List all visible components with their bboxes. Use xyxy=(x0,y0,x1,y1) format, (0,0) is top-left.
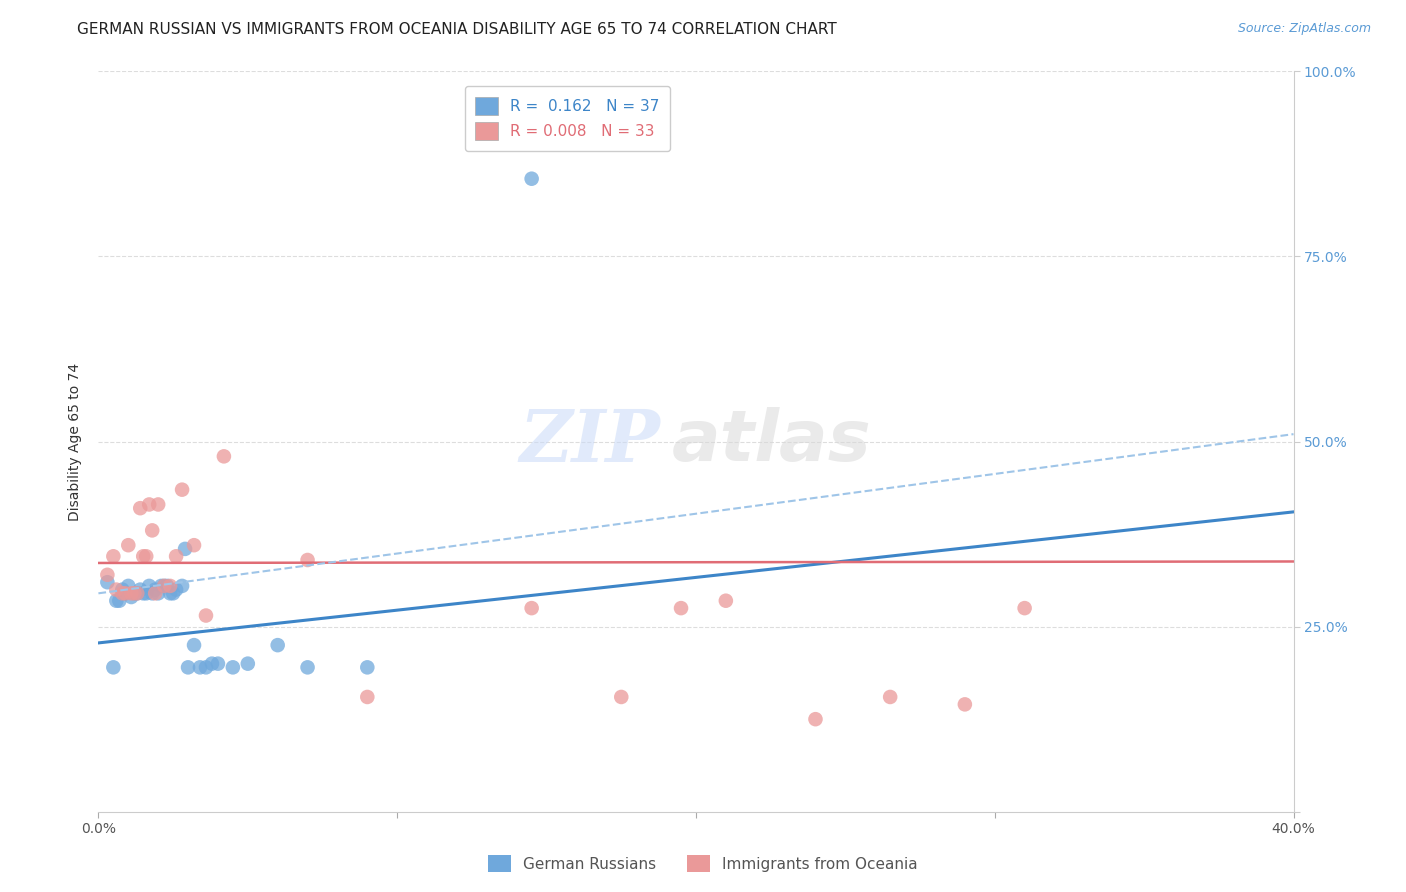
Text: atlas: atlas xyxy=(672,407,872,476)
Point xyxy=(165,582,187,597)
Point xyxy=(148,498,170,512)
Point xyxy=(105,582,128,597)
Point xyxy=(212,450,235,464)
Point xyxy=(108,593,131,607)
Point xyxy=(714,593,737,607)
Point xyxy=(879,690,901,704)
Point xyxy=(207,657,229,671)
Point xyxy=(520,601,543,615)
Point xyxy=(153,579,176,593)
Point xyxy=(114,586,136,600)
Point xyxy=(111,586,134,600)
Text: Source: ZipAtlas.com: Source: ZipAtlas.com xyxy=(1237,22,1371,36)
Point xyxy=(120,586,142,600)
Point xyxy=(195,608,218,623)
Point xyxy=(124,586,146,600)
Point xyxy=(135,549,157,564)
Point xyxy=(188,660,211,674)
Point xyxy=(1014,601,1036,615)
Point xyxy=(103,660,125,674)
Point xyxy=(297,660,319,674)
Point xyxy=(96,575,118,590)
Point xyxy=(201,657,224,671)
Point xyxy=(138,579,160,593)
Point xyxy=(117,538,139,552)
Point xyxy=(105,593,128,607)
Point xyxy=(520,171,543,186)
Point xyxy=(150,579,173,593)
Point xyxy=(135,586,157,600)
Point xyxy=(356,690,378,704)
Point xyxy=(143,582,166,597)
Point xyxy=(153,579,176,593)
Point xyxy=(132,549,155,564)
Point xyxy=(669,601,692,615)
Point xyxy=(953,698,976,712)
Point xyxy=(141,586,163,600)
Point xyxy=(183,638,205,652)
Point xyxy=(610,690,633,704)
Point xyxy=(297,553,319,567)
Point xyxy=(103,549,125,564)
Point xyxy=(183,538,205,552)
Point xyxy=(177,660,200,674)
Point xyxy=(127,586,149,600)
Point xyxy=(159,579,181,593)
Point xyxy=(127,586,149,600)
Point xyxy=(138,498,160,512)
Point xyxy=(148,586,170,600)
Point xyxy=(111,582,134,597)
Point xyxy=(159,586,181,600)
Point xyxy=(129,501,152,516)
Text: GERMAN RUSSIAN VS IMMIGRANTS FROM OCEANIA DISABILITY AGE 65 TO 74 CORRELATION CH: GERMAN RUSSIAN VS IMMIGRANTS FROM OCEANI… xyxy=(77,22,837,37)
Point xyxy=(172,579,194,593)
Point xyxy=(356,660,378,674)
Point xyxy=(195,660,218,674)
Point xyxy=(172,483,194,497)
Point xyxy=(267,638,290,652)
Point xyxy=(143,586,166,600)
Point xyxy=(141,524,163,538)
Point xyxy=(162,586,184,600)
Point xyxy=(236,657,259,671)
Point xyxy=(124,586,146,600)
Point xyxy=(156,579,179,593)
Point xyxy=(222,660,245,674)
Y-axis label: Disability Age 65 to 74: Disability Age 65 to 74 xyxy=(69,362,83,521)
Point xyxy=(165,549,187,564)
Text: ZIP: ZIP xyxy=(519,406,661,477)
Point xyxy=(114,586,136,600)
Point xyxy=(174,541,197,556)
Point xyxy=(117,579,139,593)
Point xyxy=(120,590,142,604)
Legend: R =  0.162   N = 37, R = 0.008   N = 33: R = 0.162 N = 37, R = 0.008 N = 33 xyxy=(464,87,671,151)
Point xyxy=(132,586,155,600)
Point xyxy=(96,567,118,582)
Point xyxy=(804,712,827,726)
Legend: German Russians, Immigrants from Oceania: German Russians, Immigrants from Oceania xyxy=(481,847,925,880)
Point xyxy=(129,582,152,597)
